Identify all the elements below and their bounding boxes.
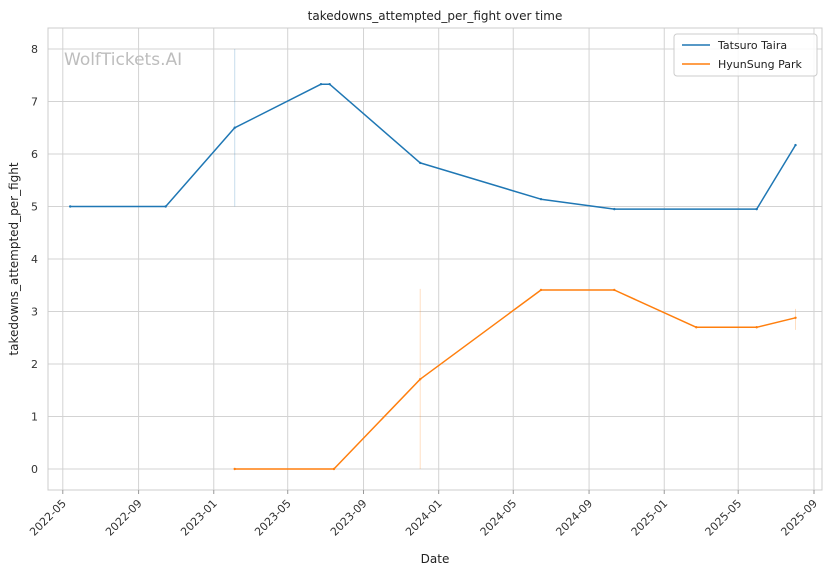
legend-label-hyunsung-park: HyunSung Park xyxy=(718,58,803,71)
y-tick-label: 0 xyxy=(31,463,38,476)
legend: Tatsuro Taira HyunSung Park xyxy=(673,33,818,77)
grid-layer xyxy=(48,28,822,490)
watermark: WolfTickets.AI xyxy=(64,50,182,70)
data-point-tatsuro-taira xyxy=(164,205,167,208)
y-tick-label: 5 xyxy=(31,201,38,214)
tick-label-layer: 0 1 2 3 4 5 6 7 8 2022-05 2022-09 2023-01 2023-05 202… xyxy=(27,43,820,539)
y-tick-label: 2 xyxy=(31,358,38,371)
data-point-tatsuro-taira xyxy=(613,207,616,211)
data-point-tatsuro-taira xyxy=(794,143,797,147)
x-tick-label: 2024-01 xyxy=(403,497,445,539)
series-layer xyxy=(68,82,797,471)
x-tick-label: 2025-01 xyxy=(629,497,671,539)
y-axis-label: takedowns_attempted_per_fight xyxy=(7,162,21,355)
legend-label-tatsuro-taira: Tatsuro Taira xyxy=(717,39,787,52)
y-tick-label: 3 xyxy=(31,306,38,319)
data-point-hyunsung-park xyxy=(539,288,543,292)
data-point-hyunsung-park xyxy=(755,326,758,329)
chart-title: takedowns_attempted_per_fight over time xyxy=(308,9,563,23)
series-line-hyunsung-park xyxy=(234,289,796,470)
y-tick-label: 6 xyxy=(31,148,38,161)
x-tick-label: 2022-05 xyxy=(27,497,69,539)
data-point-hyunsung-park xyxy=(233,467,236,471)
data-point-hyunsung-park xyxy=(613,288,616,292)
x-tick-label: 2024-09 xyxy=(553,497,595,539)
data-point-hyunsung-park xyxy=(794,316,797,319)
data-point-tatsuro-taira xyxy=(319,82,323,86)
x-tick-label: 2023-09 xyxy=(328,497,370,539)
series-line-tatsuro-taira xyxy=(70,83,797,210)
data-point-tatsuro-taira xyxy=(328,82,331,86)
x-tick-label: 2025-09 xyxy=(778,497,820,539)
data-point-tatsuro-taira xyxy=(233,126,236,129)
data-point-tatsuro-taira xyxy=(539,197,543,201)
y-tick-label: 8 xyxy=(31,43,38,56)
plot-frame xyxy=(47,27,823,491)
data-point-hyunsung-park xyxy=(695,326,698,329)
x-tick-label: 2022-09 xyxy=(103,497,145,539)
y-tick-label: 4 xyxy=(31,253,38,266)
data-point-tatsuro-taira xyxy=(755,207,758,211)
x-axis-label: Date xyxy=(421,552,450,566)
data-point-tatsuro-taira xyxy=(68,205,72,208)
y-tick-label: 7 xyxy=(31,96,38,109)
data-point-tatsuro-taira xyxy=(419,161,422,165)
x-tick-label: 2025-05 xyxy=(703,497,745,539)
y-tick-label: 1 xyxy=(31,411,38,424)
x-tick-label: 2024-05 xyxy=(478,497,520,539)
data-point-hyunsung-park xyxy=(332,467,336,471)
x-tick-label: 2023-01 xyxy=(178,497,220,539)
x-tick-label: 2023-05 xyxy=(252,497,294,539)
data-point-hyunsung-park xyxy=(419,378,422,381)
